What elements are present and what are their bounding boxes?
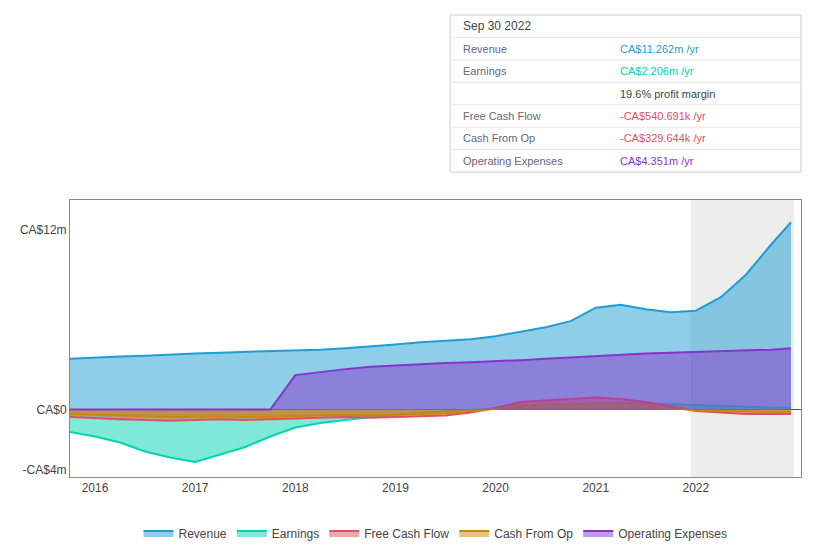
svg-text:19.6% profit margin: 19.6% profit margin bbox=[620, 88, 715, 100]
svg-text:Operating Expenses: Operating Expenses bbox=[463, 155, 563, 167]
svg-text:Cash From Op: Cash From Op bbox=[494, 527, 573, 541]
svg-text:Sep 30 2022: Sep 30 2022 bbox=[463, 19, 531, 33]
svg-text:Revenue: Revenue bbox=[179, 527, 227, 541]
svg-text:CA$12m: CA$12m bbox=[20, 223, 67, 237]
svg-text:2019: 2019 bbox=[382, 481, 409, 495]
svg-text:-CA$540.691k /yr: -CA$540.691k /yr bbox=[620, 110, 706, 122]
svg-text:CA$0: CA$0 bbox=[37, 403, 67, 417]
svg-text:CA$4.351m /yr: CA$4.351m /yr bbox=[620, 155, 694, 167]
svg-text:2017: 2017 bbox=[182, 481, 209, 495]
svg-text:2018: 2018 bbox=[282, 481, 309, 495]
svg-text:Operating Expenses: Operating Expenses bbox=[618, 527, 727, 541]
svg-text:CA$2.206m /yr: CA$2.206m /yr bbox=[620, 65, 694, 77]
svg-text:-CA$329.644k /yr: -CA$329.644k /yr bbox=[620, 132, 706, 144]
svg-text:CA$11.262m /yr: CA$11.262m /yr bbox=[620, 43, 699, 55]
svg-text:2020: 2020 bbox=[482, 481, 509, 495]
svg-text:2021: 2021 bbox=[582, 481, 609, 495]
svg-text:Earnings: Earnings bbox=[272, 527, 319, 541]
svg-text:-CA$4m: -CA$4m bbox=[23, 463, 67, 477]
svg-text:Free Cash Flow: Free Cash Flow bbox=[463, 110, 541, 122]
svg-text:Cash From Op: Cash From Op bbox=[463, 132, 535, 144]
svg-text:2022: 2022 bbox=[683, 481, 710, 495]
svg-text:Earnings: Earnings bbox=[463, 65, 507, 77]
svg-text:Revenue: Revenue bbox=[463, 43, 507, 55]
svg-text:2016: 2016 bbox=[82, 481, 109, 495]
svg-text:Free Cash Flow: Free Cash Flow bbox=[364, 527, 449, 541]
